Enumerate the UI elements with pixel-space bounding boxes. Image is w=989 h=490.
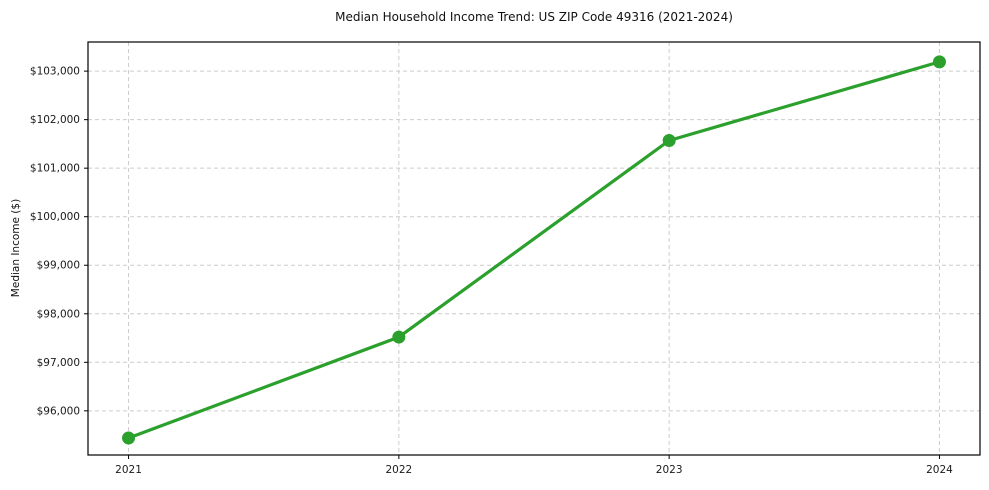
- axes-frame: [87, 41, 981, 456]
- y-tick-label: $97,000: [37, 357, 80, 369]
- x-tick-label: 2022: [385, 464, 412, 476]
- y-tick-label: $101,000: [30, 163, 80, 175]
- trend-line: [126, 60, 942, 440]
- y-tick-label: $100,000: [30, 211, 80, 223]
- y-tick-label: $96,000: [37, 405, 80, 417]
- x-tick-label: 2023: [656, 464, 683, 476]
- x-tick-label: 2021: [115, 464, 142, 476]
- y-tick-label: $99,000: [37, 260, 80, 272]
- y-tick-label: $103,000: [30, 66, 80, 78]
- chart-title: Median Household Income Trend: US ZIP Co…: [335, 10, 733, 24]
- y-tick-label: $102,000: [30, 114, 80, 126]
- y-tick-label: $98,000: [37, 308, 80, 320]
- data-point-marker: [662, 134, 676, 148]
- x-tick-label: 2024: [926, 464, 953, 476]
- data-point-marker: [932, 55, 946, 69]
- data-point-marker: [122, 431, 136, 445]
- data-point-marker: [392, 330, 406, 344]
